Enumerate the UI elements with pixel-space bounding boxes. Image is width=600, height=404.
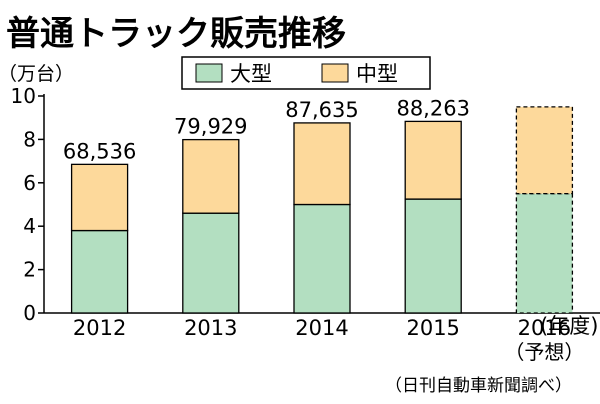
x-tick-label-2016: 2016 — [518, 316, 571, 340]
total-label-2012: 68,536 — [63, 139, 136, 163]
total-labels: 68,536 79,929 87,635 88,263 — [63, 96, 470, 163]
total-label-2014: 87,635 — [285, 98, 358, 122]
x-tick-label-2012: 2012 — [73, 316, 126, 340]
legend-box — [181, 56, 431, 90]
bar-medium-2015 — [404, 120, 462, 200]
x-axis-labels: 2012 2013 2014 2015 2016（予想） — [73, 316, 585, 364]
total-label-2013: 79,929 — [174, 115, 247, 139]
chart-title: 普通トラック販売推移 — [6, 14, 346, 54]
y-tick-label: 8 — [23, 127, 36, 151]
x-tick-label-2013: 2013 — [184, 316, 237, 340]
legend-label-large: 大型 — [230, 62, 272, 86]
legend-swatch-medium — [321, 63, 349, 83]
y-tick-label: 6 — [23, 171, 36, 195]
bars — [70, 106, 574, 314]
y-unit-label: （万台） — [0, 63, 74, 85]
bar-large-2016 — [515, 192, 574, 314]
y-tick-label: 0 — [23, 301, 36, 325]
bar-medium-2012 — [70, 163, 129, 232]
legend-label-medium: 中型 — [356, 62, 398, 86]
bar-large-2012 — [70, 229, 129, 314]
y-tick-label: 2 — [23, 258, 36, 282]
legend: 大型 中型 — [181, 56, 431, 90]
bar-medium-2016 — [515, 106, 574, 195]
bar-medium-2013 — [182, 138, 240, 214]
bar-medium-2014 — [293, 122, 351, 206]
y-tick-label: 10 — [11, 84, 36, 108]
total-label-2015: 88,263 — [396, 96, 469, 120]
x-tick-label-2015: 2015 — [406, 316, 459, 340]
bar-large-2013 — [182, 212, 240, 314]
x-tick-sublabel-2016: （予想） — [504, 340, 584, 364]
bar-large-2015 — [404, 198, 462, 314]
bar-large-2014 — [293, 203, 351, 314]
x-unit-label: (年度) — [540, 314, 598, 338]
x-tick-label-2014: 2014 — [295, 316, 348, 340]
legend-swatch-large — [195, 63, 223, 83]
source-note: （日刊自動車新聞調べ） — [385, 376, 572, 396]
y-tick-label: 4 — [23, 214, 36, 238]
